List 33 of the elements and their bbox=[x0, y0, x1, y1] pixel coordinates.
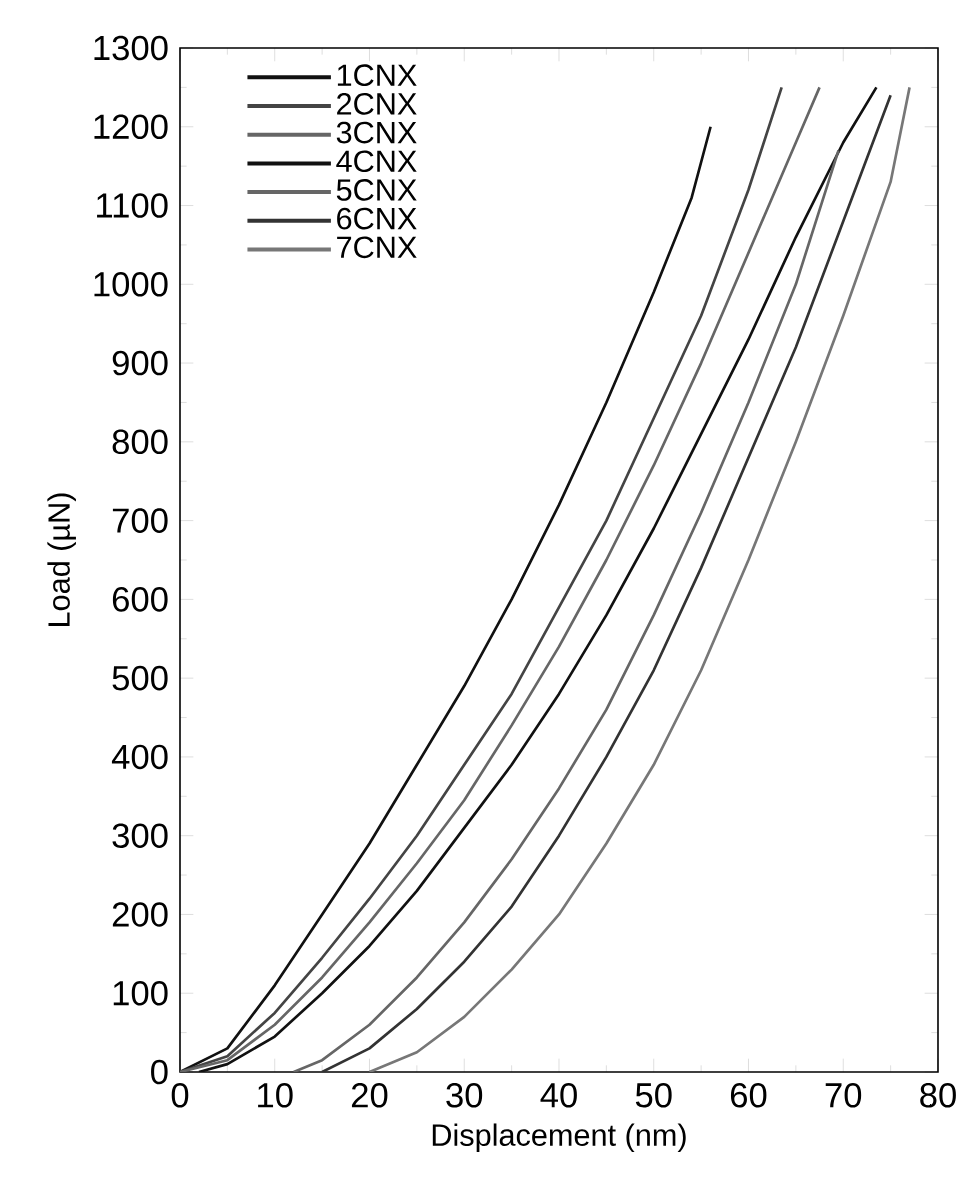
legend-label: 2CNX bbox=[337, 93, 417, 115]
x-tick-label: 30 bbox=[446, 1083, 483, 1108]
y-tick-label: 400 bbox=[111, 744, 168, 770]
y-tick-label: 1100 bbox=[97, 193, 168, 218]
legend-label: 1CNX bbox=[337, 64, 417, 87]
x-tick-label: 40 bbox=[540, 1083, 577, 1108]
y-tick-label: 700 bbox=[112, 508, 168, 533]
y-tick-label: 1300 bbox=[94, 35, 168, 61]
y-tick-label: 200 bbox=[112, 902, 168, 927]
y-tick-label: 900 bbox=[112, 350, 168, 376]
x-tick-label: 60 bbox=[730, 1083, 767, 1108]
legend-label: 3CNX bbox=[336, 121, 417, 144]
y-tick-label: 1000 bbox=[94, 272, 168, 297]
legend-label: 7CNX bbox=[337, 236, 417, 259]
x-tick-label: 20 bbox=[351, 1083, 388, 1108]
x-axis-title: Displacement (nm) bbox=[432, 1123, 686, 1153]
x-tick-label: 10 bbox=[258, 1083, 293, 1108]
legend-label: 4CNX bbox=[336, 150, 417, 173]
y-tick-label: 300 bbox=[112, 823, 168, 848]
y-tick-label: 800 bbox=[112, 429, 168, 455]
x-tick-label: 80 bbox=[920, 1083, 956, 1108]
y-tick-label: 1200 bbox=[94, 114, 168, 140]
y-tick-label: 600 bbox=[112, 587, 168, 612]
legend-label: 5CNX bbox=[336, 179, 417, 201]
y-axis-title: Load (µN) bbox=[47, 493, 76, 626]
legend-label: 6CNX bbox=[337, 207, 417, 230]
x-tick-label: 0 bbox=[171, 1083, 189, 1108]
x-tick-label: 70 bbox=[825, 1083, 862, 1108]
y-tick-label: 500 bbox=[112, 665, 168, 691]
y-tick-label: 100 bbox=[113, 980, 168, 1006]
x-tick-label: 50 bbox=[635, 1083, 672, 1108]
line-series bbox=[292, 149, 840, 1072]
y-tick-label: 0 bbox=[151, 1059, 168, 1085]
